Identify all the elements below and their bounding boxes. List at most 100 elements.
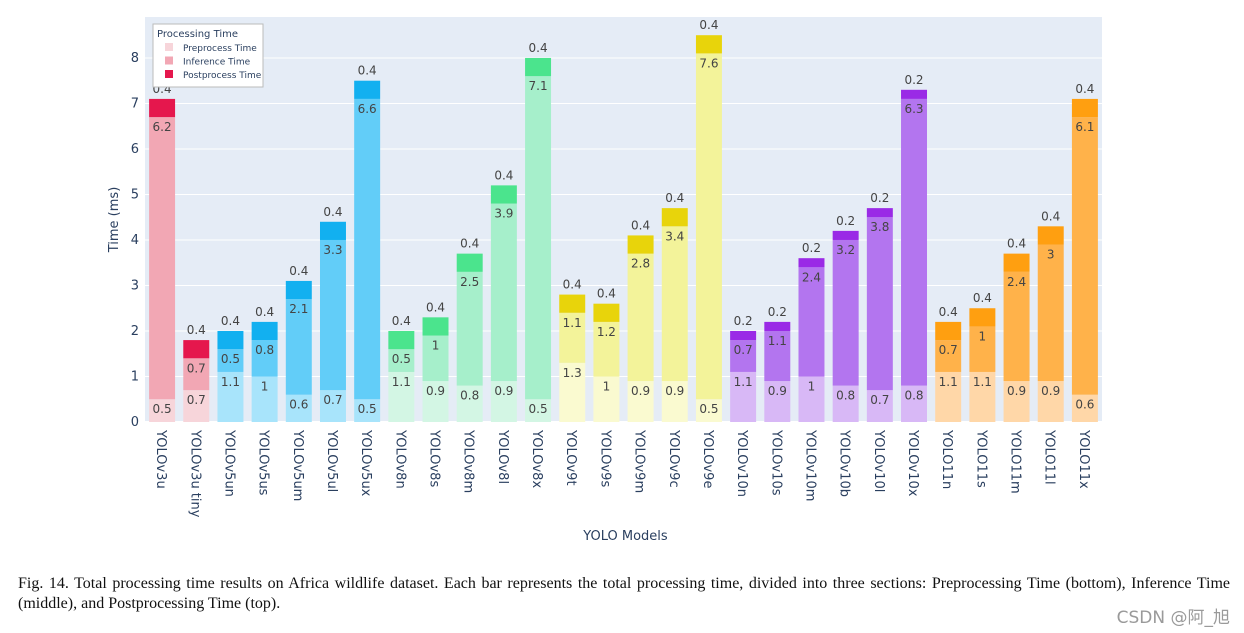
bar-yolov9t-inference bbox=[559, 312, 586, 363]
bar-yolov10n-postprocess bbox=[730, 330, 757, 341]
data-label: 6.1 bbox=[1075, 120, 1094, 134]
data-label: 1.1 bbox=[563, 316, 582, 330]
bar-yolov9m-inference bbox=[627, 253, 654, 382]
legend-entry: Preprocess Time bbox=[183, 44, 257, 54]
data-label: 0.4 bbox=[426, 300, 445, 314]
data-label: 0.7 bbox=[187, 393, 206, 407]
data-label: 3.8 bbox=[870, 220, 889, 234]
y-axis-title: Time (ms) bbox=[107, 187, 122, 254]
x-tick-label: YOLOv10l bbox=[871, 429, 886, 492]
data-label: 0.4 bbox=[1041, 209, 1060, 223]
bar-yolov3u-postprocess bbox=[149, 98, 176, 118]
data-label: 0.4 bbox=[1007, 237, 1026, 251]
data-label: 2.4 bbox=[802, 270, 821, 284]
data-label: 0.4 bbox=[665, 191, 684, 205]
bar-yolov10l-postprocess bbox=[866, 208, 893, 218]
data-label: 0.9 bbox=[494, 384, 513, 398]
data-label: 0.4 bbox=[563, 278, 582, 292]
bar-yolov5um-postprocess bbox=[285, 280, 312, 300]
bar-yolov5um-inference bbox=[285, 299, 312, 395]
bar-yolov5ul-postprocess bbox=[319, 221, 346, 240]
data-label: 0.4 bbox=[699, 18, 718, 32]
data-label: 3.2 bbox=[836, 243, 855, 257]
data-label: 0.8 bbox=[836, 389, 855, 403]
bar-yolov10x-preprocess bbox=[901, 385, 928, 422]
data-label: 0.2 bbox=[904, 73, 923, 87]
data-label: 0.4 bbox=[494, 168, 513, 182]
data-label: 0.2 bbox=[802, 241, 821, 255]
bar-yolov5un-postprocess bbox=[217, 330, 244, 350]
x-tick-label: YOLOv9c bbox=[666, 429, 681, 488]
data-label: 0.2 bbox=[870, 191, 889, 205]
x-tick-label: YOLO11x bbox=[1076, 429, 1091, 489]
data-label: 2.4 bbox=[1007, 275, 1026, 289]
bar-yolo11x-inference bbox=[1071, 117, 1098, 395]
data-label: 0.7 bbox=[187, 361, 206, 375]
x-tick-label: YOLO11m bbox=[1008, 429, 1023, 494]
data-label: 0.4 bbox=[187, 323, 206, 337]
data-label: 0.9 bbox=[1041, 384, 1060, 398]
y-tick-label: 3 bbox=[131, 278, 139, 293]
bar-yolov10m-preprocess bbox=[798, 376, 825, 422]
bar-yolo11l-preprocess bbox=[1037, 381, 1064, 422]
data-label: 2.5 bbox=[460, 275, 479, 289]
bar-yolov9c-preprocess bbox=[661, 381, 688, 422]
data-label: 0.5 bbox=[529, 402, 548, 416]
y-tick-label: 4 bbox=[131, 233, 139, 248]
data-label: 0.9 bbox=[631, 384, 650, 398]
legend-swatch bbox=[165, 56, 173, 65]
y-tick-label: 0 bbox=[131, 415, 139, 430]
legend-swatch bbox=[165, 70, 173, 78]
data-label: 0.7 bbox=[870, 393, 889, 407]
x-tick-label: YOLOv8l bbox=[495, 429, 510, 484]
x-tick-label: YOLOv5un bbox=[221, 429, 236, 497]
data-label: 0.4 bbox=[460, 237, 479, 251]
data-label: 6.2 bbox=[153, 120, 172, 134]
data-label: 0.4 bbox=[973, 291, 992, 305]
x-tick-label: YOLOv9t bbox=[563, 429, 578, 486]
data-label: 6.6 bbox=[358, 102, 377, 116]
data-label: 0.7 bbox=[939, 343, 958, 357]
bar-yolov5ux-preprocess bbox=[354, 399, 381, 422]
bar-yolov8l-preprocess bbox=[490, 381, 517, 422]
bar-yolov9s-preprocess bbox=[593, 376, 620, 422]
x-axis-title: YOLO Models bbox=[582, 529, 668, 544]
x-tick-label: YOLOv9e bbox=[700, 429, 715, 488]
data-label: 0.8 bbox=[904, 389, 923, 403]
data-label: 1 bbox=[979, 329, 987, 343]
data-label: 1 bbox=[261, 379, 269, 393]
x-tick-label: YOLO11s bbox=[973, 429, 988, 488]
bar-yolov5ul-preprocess bbox=[319, 390, 346, 422]
bar-yolov10l-inference bbox=[866, 217, 893, 391]
bar-yolov9c-inference bbox=[661, 226, 688, 382]
data-label: 3 bbox=[1047, 248, 1055, 262]
bar-yolov8m-preprocess bbox=[456, 385, 483, 422]
watermark: CSDN @阿_旭 bbox=[1116, 608, 1230, 628]
data-label: 0.4 bbox=[631, 218, 650, 232]
data-label: 0.6 bbox=[1075, 398, 1094, 412]
bar-yolo11m-inference bbox=[1003, 271, 1030, 382]
data-label: 1.1 bbox=[768, 334, 787, 348]
data-label: 1 bbox=[603, 379, 611, 393]
bar-yolov10b-preprocess bbox=[832, 385, 859, 422]
data-label: 1.2 bbox=[597, 325, 616, 339]
bar-yolov9e-inference bbox=[695, 53, 722, 400]
bar-yolov9t-preprocess bbox=[559, 362, 586, 422]
bar-yolo11x-preprocess bbox=[1071, 394, 1098, 422]
x-tick-label: YOLOv10b bbox=[837, 429, 852, 497]
x-tick-label: YOLOv10m bbox=[802, 429, 817, 501]
bar-yolov5un-inference bbox=[217, 349, 244, 372]
bar-yolov10m-postprocess bbox=[798, 258, 825, 268]
x-tick-label: YOLOv9s bbox=[597, 429, 612, 487]
bar-yolov9t-postprocess bbox=[559, 294, 586, 313]
data-label: 1 bbox=[808, 379, 816, 393]
data-label: 0.4 bbox=[358, 64, 377, 78]
bar-yolo11n-preprocess bbox=[935, 371, 962, 422]
data-label: 1.3 bbox=[563, 366, 582, 380]
bar-yolo11m-postprocess bbox=[1003, 253, 1030, 272]
data-label: 7.1 bbox=[529, 79, 548, 93]
x-tick-label: YOLOv8m bbox=[461, 429, 476, 493]
data-label: 0.5 bbox=[358, 402, 377, 416]
legend-swatch bbox=[165, 43, 173, 51]
bar-yolov3u-preprocess bbox=[149, 399, 176, 422]
